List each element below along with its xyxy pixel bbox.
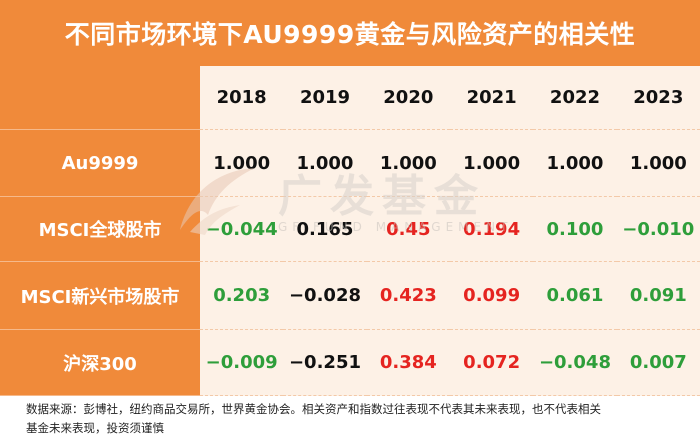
table-cell: −0.048 — [533, 330, 617, 396]
table-cell: −0.009 — [200, 330, 284, 396]
footer-line: 基金未来表现，投资须谨慎 — [26, 421, 164, 435]
header-corner-cell — [0, 66, 200, 130]
year-header: 2018 — [200, 66, 284, 130]
table-header-row: 2018 2019 2020 2021 2022 2023 — [0, 66, 700, 130]
table-cell: 0.203 — [200, 262, 284, 330]
table-cell: 0.007 — [616, 330, 700, 396]
table-cell: 1.000 — [283, 130, 367, 197]
year-header: 2023 — [616, 66, 700, 130]
year-header: 2021 — [449, 66, 534, 130]
table-cell: 1.000 — [616, 130, 700, 197]
table-cell: 0.061 — [533, 262, 617, 330]
table-cell: −0.010 — [616, 197, 700, 262]
footer-note: 数据来源：彭博社，纽约商品交易所，世界黄金协会。相关资产和指数过往表现不代表其未… — [26, 400, 686, 438]
footer-line: 数据来源：彭博社，纽约商品交易所，世界黄金协会。相关资产和指数过往表现不代表其未… — [26, 402, 601, 416]
table-cell: −0.044 — [200, 197, 284, 262]
page-title: 不同市场环境下AU9999黄金与风险资产的相关性 — [64, 20, 636, 49]
table-cell: 0.45 — [366, 197, 450, 262]
table-cell: 0.165 — [283, 197, 367, 262]
table-cell: 1.000 — [200, 130, 284, 197]
title-bar: 不同市场环境下AU9999黄金与风险资产的相关性 — [0, 0, 700, 66]
table-cell: 0.091 — [616, 262, 700, 330]
correlation-table: 2018 2019 2020 2021 2022 2023 Au9999 1.0… — [0, 66, 700, 396]
table-row-msci-emerging: MSCI新兴市场股市 0.203 −0.028 0.423 0.099 0.06… — [0, 262, 700, 330]
table-cell: 1.000 — [533, 130, 617, 197]
table-row-csi300: 沪深300 −0.009 −0.251 0.384 0.072 −0.048 0… — [0, 330, 700, 396]
table-cell: 1.000 — [449, 130, 534, 197]
row-label: Au9999 — [0, 130, 200, 197]
table-cell: 0.072 — [449, 330, 534, 396]
year-header: 2020 — [366, 66, 450, 130]
row-label: MSCI新兴市场股市 — [0, 262, 200, 330]
row-label: 沪深300 — [0, 330, 200, 396]
table-cell: 0.194 — [449, 197, 534, 262]
table-cell: 0.423 — [366, 262, 450, 330]
table-cell: −0.251 — [283, 330, 367, 396]
year-header: 2022 — [533, 66, 617, 130]
table-cell: 0.384 — [366, 330, 450, 396]
table-cell: 0.100 — [533, 197, 617, 262]
table-cell: −0.028 — [283, 262, 367, 330]
year-header: 2019 — [283, 66, 367, 130]
table-row-msci-global: MSCI全球股市 −0.044 0.165 0.45 0.194 0.100 −… — [0, 197, 700, 262]
table-cell: 1.000 — [366, 130, 450, 197]
row-label: MSCI全球股市 — [0, 197, 200, 262]
table-cell: 0.099 — [449, 262, 534, 330]
table-row-au9999: Au9999 1.000 1.000 1.000 1.000 1.000 1.0… — [0, 130, 700, 197]
